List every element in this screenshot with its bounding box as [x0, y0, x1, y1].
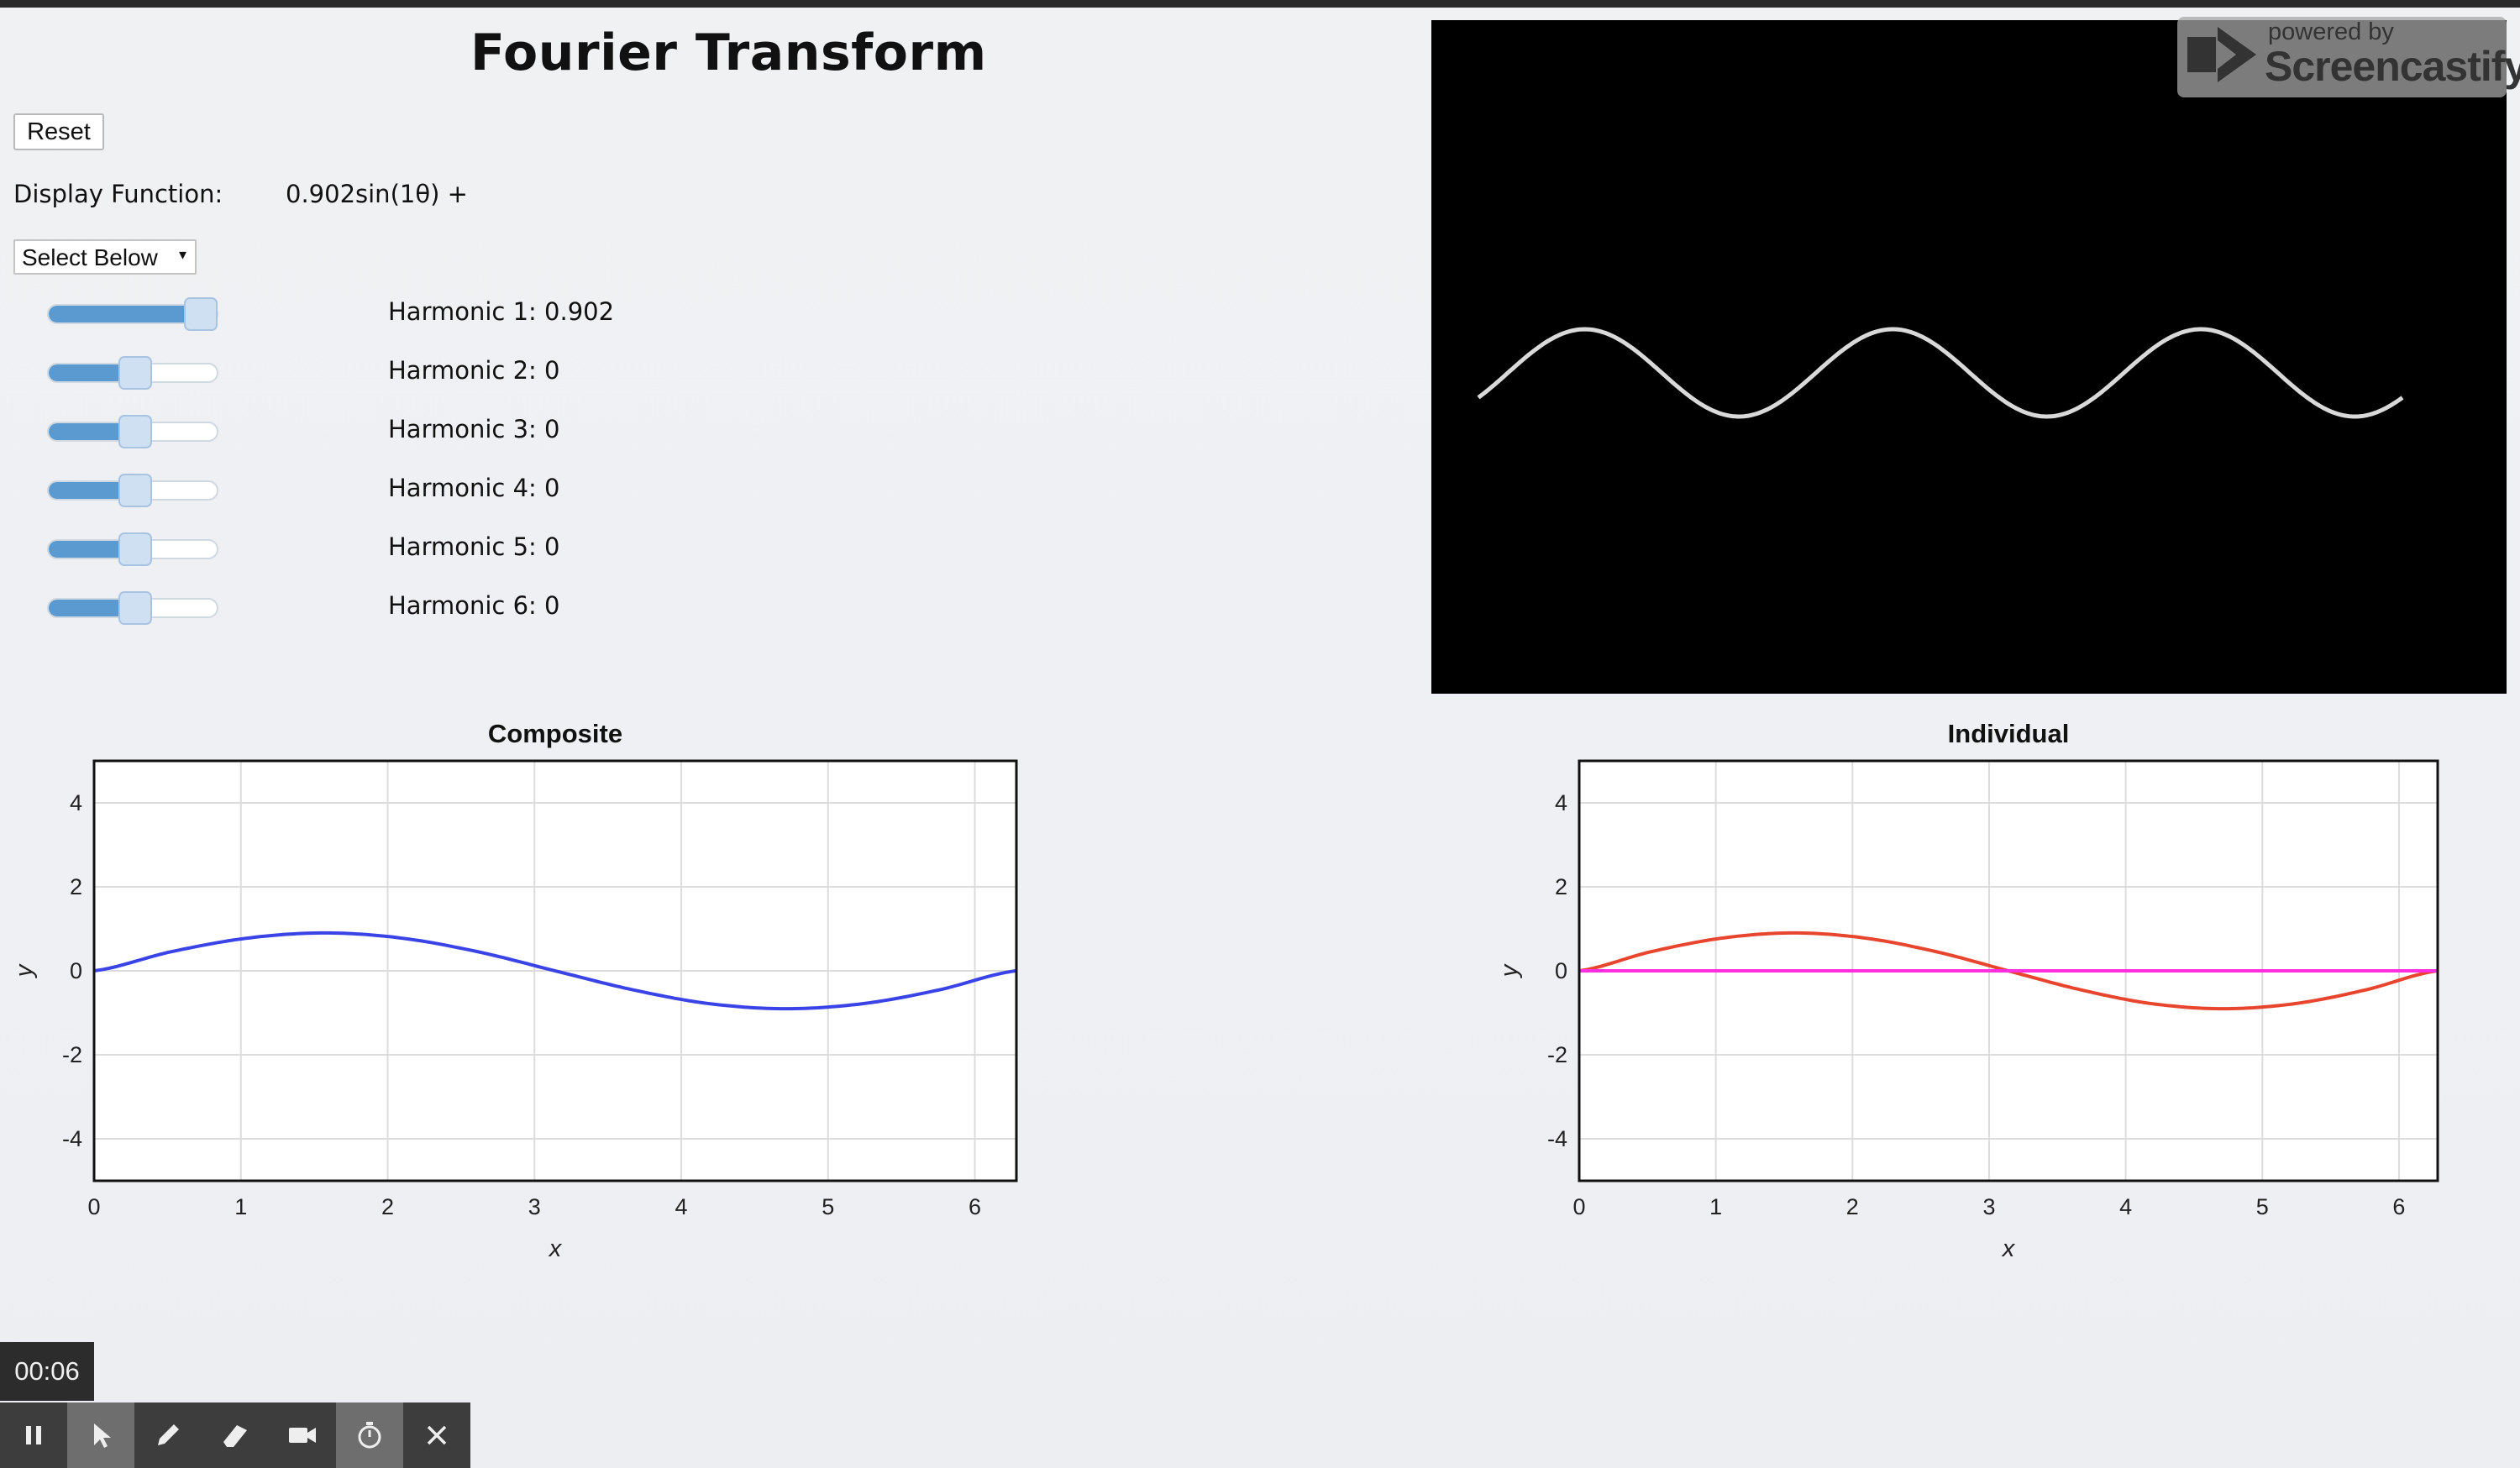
slider-fill [49, 364, 135, 381]
reset-button[interactable]: Reset [13, 113, 104, 150]
y-tick-label: 2 [70, 874, 82, 899]
x-tick-label: 6 [969, 1194, 981, 1219]
harmonic-5-slider[interactable] [47, 532, 218, 566]
y-tick-label: 4 [70, 790, 82, 815]
x-tick-label: 1 [234, 1194, 247, 1219]
cursor-tool-button[interactable] [67, 1402, 134, 1468]
slider-thumb[interactable] [118, 591, 152, 625]
function-select[interactable]: Select Below ▾ [13, 239, 197, 275]
harmonic-6-label: Harmonic 6: 0 [388, 591, 560, 620]
x-tick-label: 5 [822, 1194, 834, 1219]
watermark-powered-by: powered by [2268, 18, 2394, 45]
recorder-toolbar [0, 1402, 470, 1468]
slider-thumb[interactable] [118, 532, 152, 566]
screencastify-badge [2177, 17, 2507, 97]
watermark-name: Screencastify [2265, 43, 2520, 90]
composite-chart: 0 1 2 3 4 5 6 4 2 0 -2 -4 Composite x y [11, 719, 1018, 1262]
harmonic-5-label: Harmonic 5: 0 [388, 532, 560, 561]
display-function-label: Display Function: [13, 180, 223, 208]
x-axis-label: x [2001, 1235, 2016, 1262]
pause-icon [26, 1426, 41, 1444]
harmonic-1-slider[interactable] [47, 297, 218, 331]
page-title: Fourier Transform [470, 24, 987, 82]
x-axis-label: x [548, 1235, 563, 1262]
y-axis-label: y [11, 963, 38, 978]
slider-fill [49, 541, 135, 558]
harmonic-3-slider[interactable] [47, 415, 218, 448]
stopwatch-icon [358, 1422, 381, 1449]
x-tick-label: 4 [2119, 1194, 2132, 1219]
close-icon [427, 1425, 447, 1445]
individual-chart: 0 1 2 3 4 5 6 4 2 0 -2 -4 Individual x y [1496, 719, 2439, 1262]
y-tick-label: 0 [70, 958, 82, 983]
slider-fill [49, 306, 201, 322]
series-line-1 [93, 931, 1017, 1011]
display-function-value: 0.902sin(1θ) + [286, 180, 468, 208]
harmonic-4-slider[interactable] [47, 474, 218, 507]
slider-thumb[interactable] [184, 297, 218, 331]
x-tick-label: 3 [528, 1194, 541, 1219]
y-axis-label: y [1496, 963, 1523, 978]
y-tick-label: 0 [1555, 958, 1567, 983]
function-select-label: Select Below [22, 244, 158, 270]
harmonic-2-label: Harmonic 2: 0 [388, 356, 560, 385]
chart-title: Composite [488, 719, 622, 748]
y-tick-label: 2 [1555, 874, 1567, 899]
y-tick-label: -4 [1547, 1126, 1567, 1151]
x-tick-label: 2 [1846, 1194, 1859, 1219]
slider-thumb[interactable] [118, 415, 152, 448]
harmonic-2-slider[interactable] [47, 356, 218, 390]
slider-thumb[interactable] [118, 474, 152, 507]
harmonic-3-label: Harmonic 3: 0 [388, 415, 560, 443]
chart-title: Individual [1948, 719, 2070, 748]
eraser-tool-button[interactable] [202, 1402, 269, 1468]
x-tick-label: 2 [381, 1194, 394, 1219]
camera-tool-button[interactable] [269, 1402, 336, 1468]
recording-timer: 00:06 [0, 1342, 94, 1401]
plot-frame [92, 759, 1018, 1182]
harmonic-4-label: Harmonic 4: 0 [388, 474, 560, 502]
slider-fill [49, 482, 135, 499]
pause-tool-button[interactable] [0, 1402, 67, 1468]
eraser-icon [223, 1425, 247, 1447]
x-tick-label: 0 [1572, 1194, 1585, 1219]
harmonic-1-label: Harmonic 1: 0.902 [388, 297, 615, 326]
y-tick-label: 4 [1555, 790, 1567, 815]
slider-fill [49, 423, 135, 440]
x-tick-label: 6 [2392, 1194, 2405, 1219]
plot-frame [1578, 759, 2439, 1182]
cursor-icon [94, 1423, 111, 1448]
x-tick-label: 5 [2256, 1194, 2269, 1219]
wave-canvas [1477, 327, 2404, 419]
screencastify-logo-icon [2187, 27, 2256, 82]
y-tick-label: -2 [1547, 1042, 1567, 1067]
y-tick-label: -2 [62, 1042, 82, 1067]
camera-icon [289, 1428, 316, 1443]
wave-animation-panel [1431, 20, 2507, 694]
harmonic-6-slider[interactable] [47, 591, 218, 625]
stopwatch-tool-button[interactable] [336, 1402, 403, 1468]
y-tick-label: -4 [62, 1126, 82, 1151]
x-tick-label: 3 [1982, 1194, 1995, 1219]
slider-fill [49, 600, 135, 616]
window-top-bar [0, 0, 2520, 8]
x-tick-label: 0 [87, 1194, 100, 1219]
pen-tool-button[interactable] [134, 1402, 202, 1468]
wave-line [1477, 327, 2404, 419]
x-tick-label: 1 [1709, 1194, 1722, 1219]
close-tool-button[interactable] [403, 1402, 470, 1468]
slider-thumb[interactable] [118, 356, 152, 390]
x-tick-label: 4 [675, 1194, 687, 1219]
chevron-down-icon: ▾ [178, 246, 186, 263]
pen-icon [158, 1424, 179, 1445]
